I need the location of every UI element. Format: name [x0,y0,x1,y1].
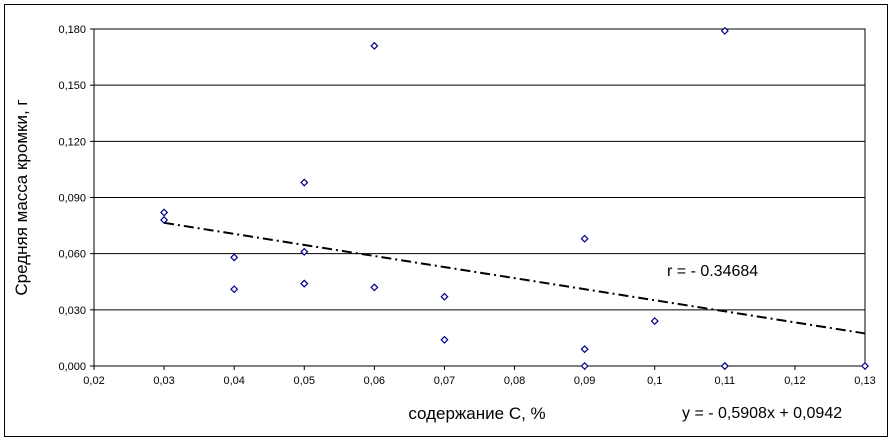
x-tick-label: 0,04 [223,375,244,387]
data-point [440,292,449,301]
correlation-label: r = - 0.34684 [667,263,758,280]
data-point [580,234,589,243]
data-point [230,253,239,262]
x-axis-title: содержание С, % [408,404,545,423]
data-point [860,361,870,371]
data-point [300,178,309,187]
x-tick-label: 0,02 [83,375,104,387]
data-point [300,279,309,288]
y-tick-label: 0,150 [58,80,86,92]
y-tick-label: 0,120 [58,136,86,148]
data-point [440,335,449,344]
data-points [160,26,870,371]
data-point [160,208,169,217]
x-tick-label: 0,13 [854,375,875,387]
y-tick-label: 0,090 [58,193,86,205]
data-point [720,26,729,35]
x-tick-label: 0,12 [784,375,805,387]
y-tick-label: 0,000 [58,361,86,373]
x-tick-label: 0,07 [434,375,455,387]
x-tick-label: 0,05 [294,375,315,387]
y-tick-label: 0,180 [58,24,86,36]
trendline [163,221,866,335]
data-point [370,283,379,292]
x-tick-label: 0,08 [504,375,525,387]
gridlines [94,84,865,311]
x-tick-label: 0,06 [364,375,385,387]
chart-frame: 0,000 0,030 0,060 0,090 0,120 0,150 0,180 0,02… [4,4,888,437]
data-point [160,215,169,225]
y-axis-title: Средняя масса кромки, г [12,99,31,295]
data-point [650,317,659,326]
data-point [720,361,729,371]
scatter-chart: 0,000 0,030 0,060 0,090 0,120 0,150 0,180 0,02… [12,24,876,423]
data-point [580,361,589,371]
y-tick-label: 0,030 [58,305,86,317]
data-point [580,345,589,354]
y-axis-ticks: 0,000 0,030 0,060 0,090 0,120 0,150 0,180 [58,24,94,373]
x-tick-label: 0,09 [574,375,595,387]
x-axis-ticks: 0,02 0,03 0,04 0,05 0,06 0,07 0,08 0,09 0,1 0,11 0… [83,366,876,387]
x-tick-label: 0,1 [647,375,662,387]
x-tick-label: 0,11 [715,375,736,387]
data-point [300,247,309,256]
regression-equation: y = - 0,5908x + 0,0942 [682,405,842,422]
y-tick-label: 0,060 [58,249,86,261]
data-point [370,41,379,50]
data-point [230,285,239,294]
x-tick-label: 0,03 [153,375,174,387]
